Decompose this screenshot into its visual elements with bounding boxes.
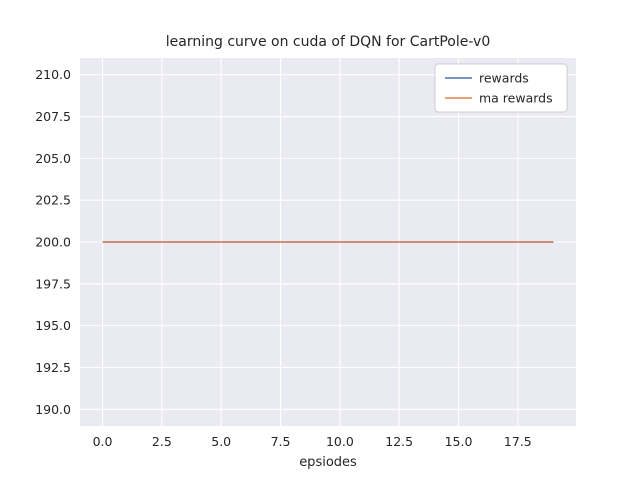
x-tick-label: 0.0 bbox=[93, 434, 113, 449]
y-tick-label: 200.0 bbox=[35, 235, 71, 250]
y-tick-label: 192.5 bbox=[35, 360, 71, 375]
x-tick-label: 17.5 bbox=[504, 434, 532, 449]
x-tick-label: 2.5 bbox=[152, 434, 172, 449]
y-tick-label: 195.0 bbox=[35, 318, 71, 333]
y-tick-label: 197.5 bbox=[35, 276, 71, 291]
y-tick-label: 190.0 bbox=[35, 402, 71, 417]
legend-label-rewards: rewards bbox=[479, 71, 529, 86]
legend-box bbox=[434, 63, 568, 113]
x-tick-label: 7.5 bbox=[271, 434, 291, 449]
tick-labels: 190.0 192.5 195.0 197.5 200.0 202.5 205.0 207.5… bbox=[35, 67, 532, 449]
y-tick-label: 202.5 bbox=[35, 193, 71, 208]
y-tick-label: 207.5 bbox=[35, 109, 71, 124]
y-tick-label: 205.0 bbox=[35, 151, 71, 166]
x-tick-label: 12.5 bbox=[385, 434, 413, 449]
legend: rewards ma rewards bbox=[434, 63, 568, 113]
gridlines bbox=[80, 58, 576, 426]
x-tick-label: 5.0 bbox=[211, 434, 231, 449]
x-axis-label: epsiodes bbox=[299, 455, 357, 470]
chart-title: learning curve on cuda of DQN for CartPo… bbox=[166, 34, 490, 50]
y-tick-label: 210.0 bbox=[35, 67, 71, 82]
x-tick-label: 15.0 bbox=[445, 434, 473, 449]
legend-label-ma-rewards: ma rewards bbox=[479, 91, 553, 106]
x-tick-label: 10.0 bbox=[326, 434, 354, 449]
